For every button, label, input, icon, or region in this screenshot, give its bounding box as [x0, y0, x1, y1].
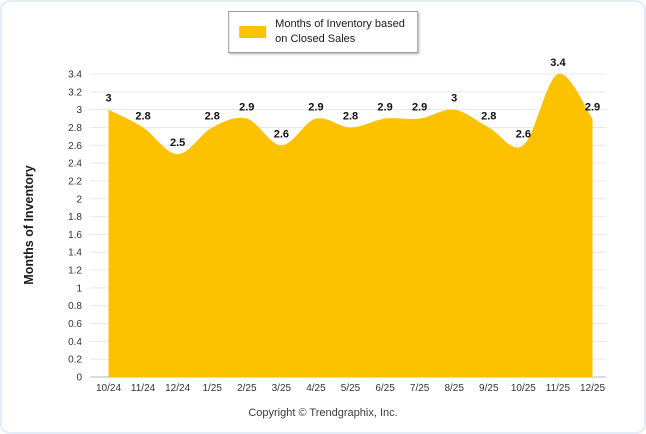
- y-tick-label: 2.2: [68, 176, 82, 187]
- y-tick-label: 0.8: [68, 301, 82, 312]
- legend-swatch: [239, 25, 267, 38]
- x-tick-label: 11/24: [131, 383, 156, 394]
- y-tick-label: 1: [76, 283, 82, 294]
- data-label: 2.6: [274, 128, 289, 140]
- x-tick-label: 12/25: [580, 383, 605, 394]
- data-label: 2.5: [170, 137, 185, 149]
- x-tick-label: 5/25: [341, 383, 361, 394]
- y-tick-label: 0.4: [68, 337, 82, 348]
- legend: Months of Inventory based on Closed Sale…: [228, 11, 418, 53]
- data-label: 2.9: [585, 102, 600, 114]
- data-label: 2.9: [308, 102, 323, 114]
- data-label: 2.8: [135, 110, 150, 122]
- x-tick-label: 9/25: [479, 383, 499, 394]
- y-tick-label: 2.8: [68, 123, 82, 134]
- x-tick-label: 8/25: [444, 383, 464, 394]
- data-label: 3: [451, 93, 457, 105]
- data-label: 3.4: [550, 57, 566, 69]
- data-label: 2.8: [481, 110, 496, 122]
- y-tick-label: 1.8: [68, 212, 82, 223]
- copyright: Copyright © Trendgraphix, Inc.: [248, 407, 398, 419]
- x-tick-label: 1/25: [202, 383, 222, 394]
- x-tick-label: 7/25: [410, 383, 430, 394]
- data-labels: 3 2.8 2.5 2.8 2.9 2.6 2.9 2.8 2.9 2.9 3 2.8 2.6 3.4 2.…: [105, 57, 600, 149]
- y-tick-label: 2.6: [68, 141, 82, 152]
- data-label: 3: [105, 93, 111, 105]
- x-tick-label: 11/25: [546, 383, 571, 394]
- data-label: 2.9: [377, 102, 392, 114]
- x-tick-label: 4/25: [306, 383, 326, 394]
- x-tick-label: 10/24: [96, 383, 121, 394]
- y-axis-title: Months of Inventory: [22, 165, 36, 284]
- y-tick-label: 2: [76, 194, 82, 205]
- x-tick-label: 3/25: [272, 383, 292, 394]
- x-tick-label: 10/25: [511, 383, 536, 394]
- legend-line1: Months of Inventory based: [275, 18, 405, 30]
- data-label: 2.9: [239, 102, 254, 114]
- y-tick-label: 1.2: [68, 266, 82, 277]
- y-tick-label: 2.4: [68, 159, 82, 170]
- data-label: 2.8: [343, 110, 358, 122]
- data-label: 2.9: [412, 102, 427, 114]
- y-tick-label: 1.4: [68, 248, 82, 259]
- data-label: 2.8: [205, 110, 220, 122]
- area-series: [108, 73, 593, 378]
- y-tick-label: 0.6: [68, 319, 82, 330]
- x-tick-label: 6/25: [375, 383, 395, 394]
- y-tick-label: 0.2: [68, 355, 82, 366]
- legend-line2: on Closed Sales: [275, 32, 356, 45]
- data-label: 2.6: [516, 128, 531, 140]
- y-tick-label: 1.6: [68, 230, 82, 241]
- x-tick-label: 12/24: [165, 383, 190, 394]
- legend-label: Months of Inventory based on Closed Sale…: [275, 17, 405, 47]
- y-tick-label: 3.2: [68, 87, 82, 98]
- y-tick-label: 0: [76, 373, 82, 384]
- y-tick-label: 3: [76, 105, 82, 116]
- y-tick-label: 3.4: [68, 70, 82, 81]
- y-axis-tick-labels: 0 0.2 0.4 0.6 0.8 1 1.2 1.4 1.6 1.8 2 2.2 2.4 2.6 2.8 3…: [68, 70, 82, 384]
- x-axis-tick-labels: 10/24 11/24 12/24 1/25 2/25 3/25 4/25 5/25 6/25 7…: [96, 383, 605, 394]
- x-tick-label: 2/25: [237, 383, 257, 394]
